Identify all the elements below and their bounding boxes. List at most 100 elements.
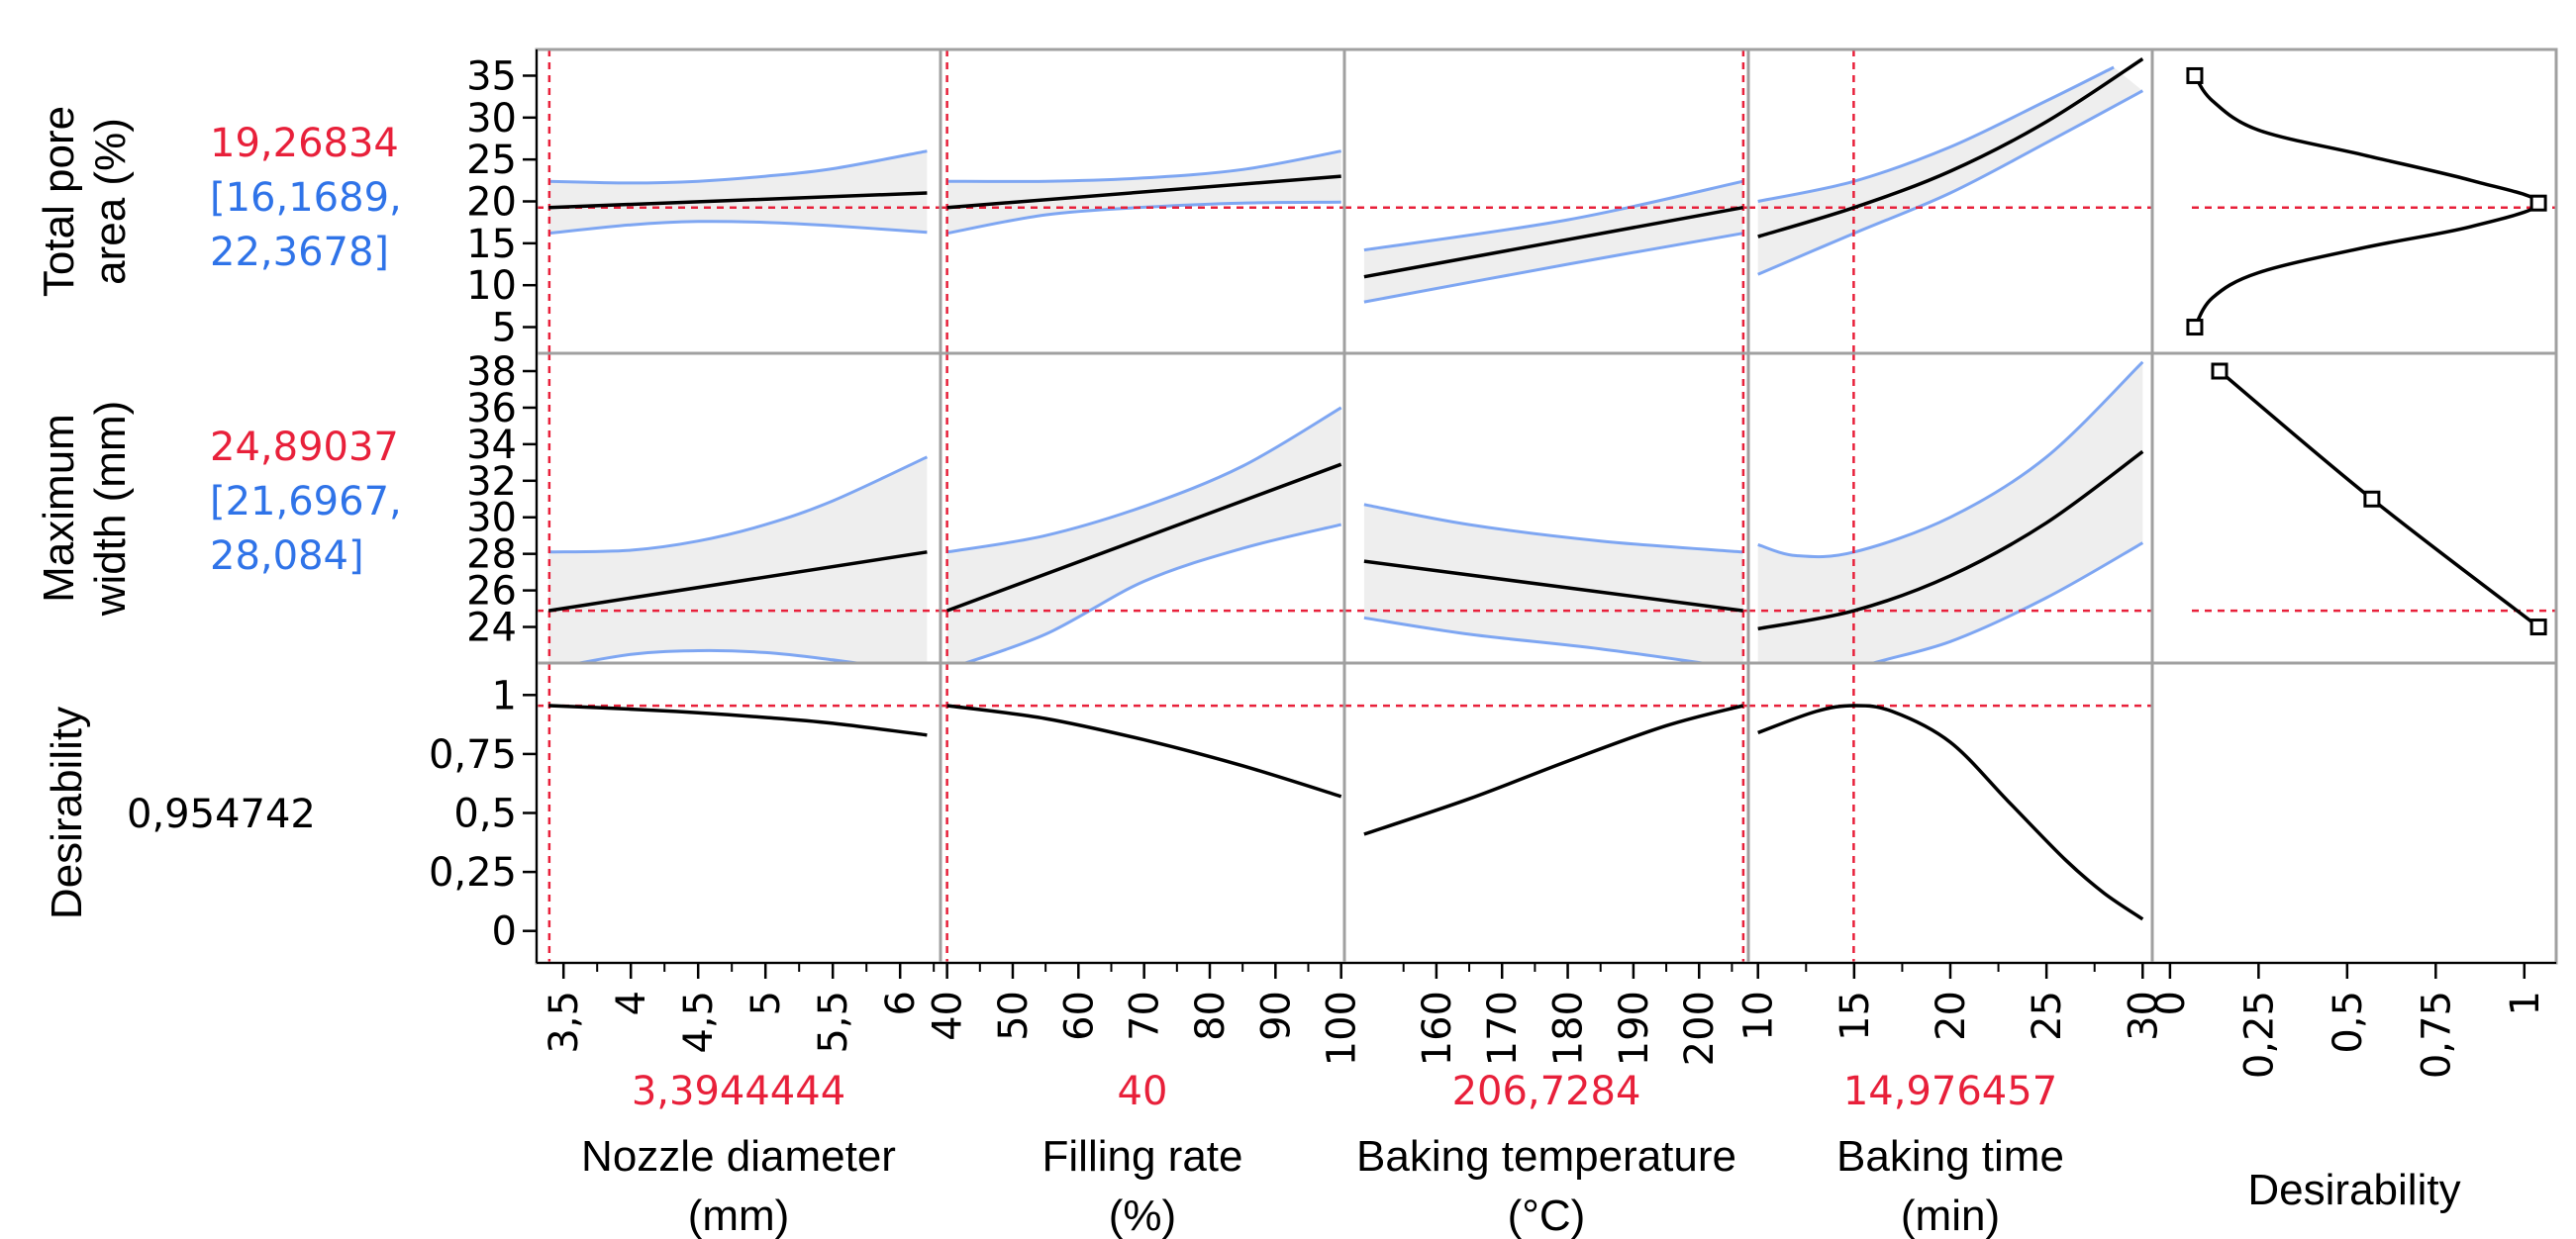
confidence-interval: 22,3678] — [210, 230, 389, 275]
lower-confidence-line — [1757, 89, 2144, 276]
factor-current-value: 206,7284 — [1452, 1069, 1641, 1114]
y-tick-label: 30 — [466, 96, 517, 142]
lower-confidence-line — [548, 220, 928, 236]
x-tick-label: 5,5 — [811, 991, 856, 1054]
desirability-axis-title: Desirability — [2247, 1166, 2460, 1214]
y-tick-label: 5 — [492, 306, 517, 351]
prediction-trace — [946, 704, 1342, 799]
x-tick-label: 10 — [1736, 991, 1782, 1041]
profile-cell-2-1 — [941, 664, 1343, 962]
desirability-cell-1 — [2192, 362, 2555, 636]
x-tick-label: 30 — [2121, 991, 2166, 1041]
desirability-tick-label: 0 — [2148, 991, 2194, 1015]
y-tick-label: 0,5 — [453, 792, 517, 837]
desirability-function — [2193, 74, 2540, 329]
prediction-trace — [1363, 559, 1743, 613]
upper-confidence-line — [1363, 503, 1743, 554]
desirability-marker — [2529, 194, 2547, 212]
profile-cell-0-1 — [941, 50, 1343, 352]
x-tick-label: 40 — [926, 991, 971, 1041]
factor-current-value: 14,976457 — [1843, 1069, 2057, 1114]
x-tick-label: 3,5 — [542, 991, 587, 1054]
x-tick-label: 20 — [1929, 991, 1974, 1041]
y-tick-label: 10 — [466, 263, 517, 309]
factor-name: Baking time — [1836, 1132, 2064, 1181]
desirability-tick-label: 0,25 — [2236, 991, 2282, 1079]
factor-name: (°C) — [1508, 1191, 1586, 1239]
y-tick-label: 26 — [466, 569, 517, 615]
prediction-trace — [547, 550, 928, 613]
x-tick-label: 70 — [1123, 991, 1168, 1041]
profile-cell-1-2 — [1345, 354, 1747, 662]
prediction-trace — [1363, 704, 1744, 836]
x-tick-label: 160 — [1415, 991, 1460, 1066]
factor-current-value: 40 — [1118, 1069, 1168, 1114]
upper-confidence-line — [548, 455, 929, 554]
y-tick-label: 0,75 — [429, 732, 517, 778]
y-tick-label: 35 — [466, 53, 517, 99]
y-tick-label: 0 — [492, 909, 517, 955]
factor-current-value: 3,3944444 — [632, 1069, 845, 1114]
lower-confidence-line — [963, 523, 1342, 662]
confidence-interval: [16,1689, — [210, 175, 402, 221]
prediction-trace — [946, 174, 1341, 210]
cell-border — [1746, 661, 2154, 965]
prediction-trace — [1757, 449, 2144, 631]
y-tick-label: 28 — [466, 532, 517, 578]
confidence-band — [1757, 361, 2143, 662]
desirability-marker — [2211, 362, 2229, 380]
confidence-band — [548, 456, 928, 662]
x-tick-label: 180 — [1546, 991, 1592, 1066]
prediction-trace — [1363, 205, 1744, 279]
x-tick-label: 4 — [609, 991, 654, 1015]
profile-cell-1-3 — [1749, 354, 2151, 662]
x-tick-label: 25 — [2025, 991, 2070, 1041]
factor-name: Baking temperature — [1356, 1132, 1736, 1181]
cell-border — [2150, 351, 2558, 665]
x-tick-label: 190 — [1612, 991, 1657, 1066]
profile-cell-0-2 — [1345, 50, 1747, 352]
desirability-value: 0,954742 — [127, 792, 316, 837]
profile-cell-2-3 — [1749, 664, 2151, 962]
y-tick-label: 0,25 — [429, 850, 517, 896]
x-tick-label: 15 — [1833, 991, 1878, 1041]
profile-cell-1-1 — [941, 354, 1343, 662]
response-name: Maximum — [35, 414, 83, 603]
y-tick-label: 34 — [466, 423, 517, 468]
x-tick-label: 60 — [1056, 991, 1102, 1041]
y-tick-label: 24 — [466, 606, 517, 651]
confidence-band — [548, 150, 928, 234]
x-tick-label: 50 — [991, 991, 1037, 1041]
profile-cell-0-0 — [538, 50, 940, 352]
upper-confidence-line — [946, 406, 1342, 554]
predicted-value: 24,89037 — [210, 425, 399, 470]
desirability-cell-0 — [2186, 66, 2555, 336]
y-tick-label: 1 — [492, 673, 517, 718]
response-name: area (%) — [86, 118, 135, 285]
y-tick-label: 38 — [466, 349, 517, 395]
x-tick-label: 90 — [1253, 991, 1299, 1041]
upper-confidence-line — [1363, 179, 1744, 252]
response-name: Desirability — [43, 707, 91, 919]
desirability-tick-label: 0,75 — [2414, 991, 2459, 1079]
x-tick-label: 100 — [1320, 991, 1365, 1066]
desirability-marker — [2529, 619, 2547, 636]
lower-confidence-line — [1363, 232, 1743, 304]
confidence-band — [946, 407, 1341, 662]
y-tick-label: 15 — [466, 222, 517, 267]
profile-cell-1-0 — [538, 354, 940, 662]
factor-name: Nozzle diameter — [581, 1132, 896, 1181]
factor-name: (min) — [1901, 1191, 2000, 1239]
factor-name: (mm) — [688, 1191, 790, 1239]
upper-confidence-line — [548, 149, 928, 185]
x-tick-label: 80 — [1188, 991, 1234, 1041]
desirability-tick-label: 1 — [2503, 991, 2548, 1015]
cell-border — [2150, 661, 2558, 965]
cell-border — [1342, 661, 1750, 965]
y-tick-label: 36 — [466, 386, 517, 431]
x-tick-label: 5 — [743, 991, 789, 1015]
profile-cell-2-0 — [538, 664, 940, 962]
desirability-marker — [2186, 66, 2204, 84]
y-tick-label: 32 — [466, 459, 517, 505]
